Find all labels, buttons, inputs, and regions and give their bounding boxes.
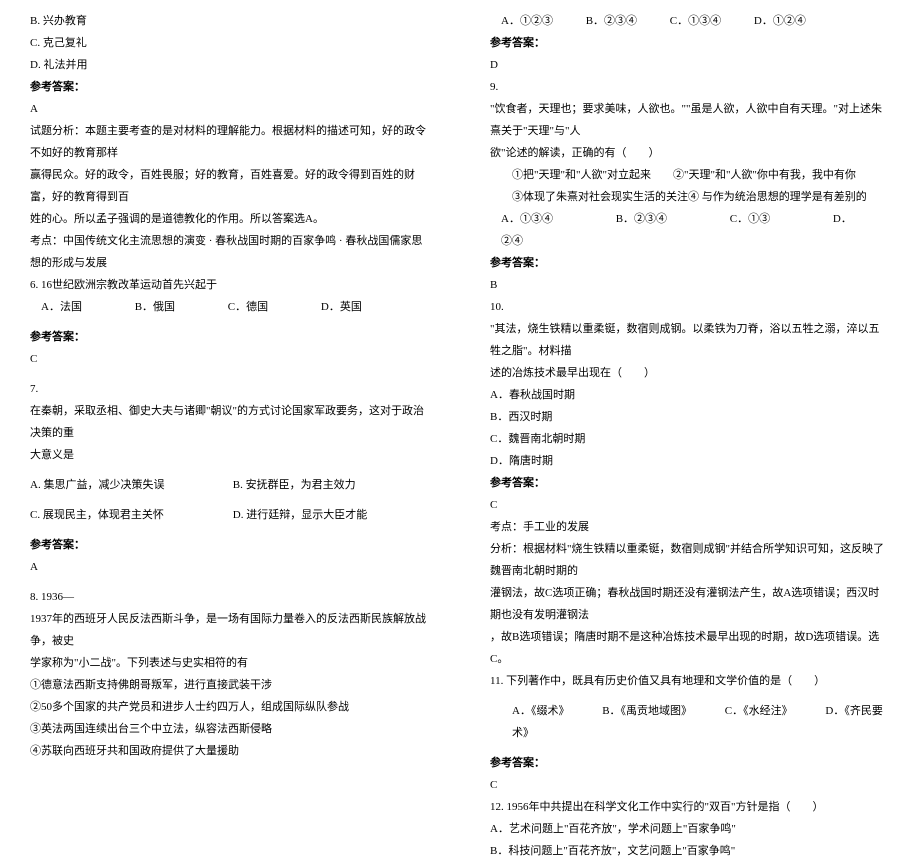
q12-opt-a: A．艺术问题上"百花齐放"，学术问题上"百家争鸣" xyxy=(490,818,890,840)
q5-explain-2: 赢得民众。好的政令，百姓畏服；好的教育，百姓喜爱。好的政令得到百姓的财富，好的教… xyxy=(30,164,430,208)
q9-choice-c: C．①③ xyxy=(730,213,770,225)
q11-choice-c: C．《水经注》 xyxy=(725,705,793,717)
answer-label: 参考答案： xyxy=(490,752,890,774)
q8-stem-2: 学家称为"小二战"。下列表述与史实相符的有 xyxy=(30,652,430,674)
q8-stem-1: 1937年的西班牙人民反法西斯斗争，是一场有国际力量卷入的反法西斯民族解放战争，… xyxy=(30,608,430,652)
q7-opt-b: B. 安抚群臣，为君主效力 xyxy=(233,479,356,491)
q6-options: A．法国 B．俄国 C．德国 D．英国 xyxy=(30,296,430,318)
q7-opt-d: D. 进行廷辩，显示大臣才能 xyxy=(233,509,367,521)
answer-label: 参考答案： xyxy=(490,32,890,54)
q8-opt1: ①德意法西斯支持佛朗哥叛军，进行直接武装干涉 xyxy=(30,674,430,696)
q8-opt3: ③英法两国连续出台三个中立法，纵容法西斯侵略 xyxy=(30,718,430,740)
q6-opt-a: A．法国 xyxy=(41,301,82,313)
q5-option-b: B. 兴办教育 xyxy=(30,10,430,32)
page-container: B. 兴办教育 C. 克己复礼 D. 礼法并用 参考答案： A 试题分析：本题主… xyxy=(0,0,920,651)
q10-explain-1: 分析：根据材料"烧生铁精以重柔铤，数宿则成钢"并结合所学知识可知，这反映了魏晋南… xyxy=(490,538,890,582)
q10-stem-1: "其法，烧生铁精以重柔铤，数宿则成钢。以柔铁为刀脊，浴以五牲之溺，淬以五牲之脂"… xyxy=(490,318,890,362)
q10-stem-2: 述的冶炼技术最早出现在（ ） xyxy=(490,362,890,384)
q5-answer: A xyxy=(30,98,430,120)
answer-label: 参考答案： xyxy=(30,534,430,556)
answer-label: 参考答案： xyxy=(490,472,890,494)
left-column: B. 兴办教育 C. 克己复礼 D. 礼法并用 参考答案： A 试题分析：本题主… xyxy=(0,0,460,651)
q5-keypoint: 考点：中国传统文化主流思想的演变 · 春秋战国时期的百家争鸣 · 春秋战国儒家思… xyxy=(30,230,430,274)
q6-opt-c: C．德国 xyxy=(228,301,268,313)
q8-choice-b: B．②③④ xyxy=(586,15,637,27)
answer-label: 参考答案： xyxy=(30,326,430,348)
q10-opt-a: A．春秋战国时期 xyxy=(490,384,890,406)
q5-explain-3: 姓的心。所以孟子强调的是道德教化的作用。所以答案选A。 xyxy=(30,208,430,230)
q8-num: 8. 1936— xyxy=(30,586,430,608)
q12-stem: 12. 1956年中共提出在科学文化工作中实行的"双百"方针是指（ ） xyxy=(490,796,890,818)
q9-sub-2: ③体现了朱熹对社会现实生活的关注④ 与作为统治思想的理学是有差别的 xyxy=(490,186,890,208)
answer-label: 参考答案： xyxy=(30,76,430,98)
q8-opt4: ④苏联向西班牙共和国政府提供了大量援助 xyxy=(30,740,430,762)
q5-explain-1: 试题分析：本题主要考查的是对材料的理解能力。根据材料的描述可知，好的政令不如好的… xyxy=(30,120,430,164)
q10-keypoint: 考点：手工业的发展 xyxy=(490,516,890,538)
q10-opt-d: D．隋唐时期 xyxy=(490,450,890,472)
q6-stem: 6. 16世纪欧洲宗教改革运动首先兴起于 xyxy=(30,274,430,296)
q10-explain-2: 灌钢法，故C选项正确；春秋战国时期还没有灌钢法产生，故A选项错误；西汉时期也没有… xyxy=(490,582,890,626)
q11-choice-b: B．《禹贡地域图》 xyxy=(602,705,692,717)
q11-stem: 11. 下列著作中，既具有历史价值又具有地理和文学价值的是（ ） xyxy=(490,670,890,692)
q9-answer: B xyxy=(490,274,890,296)
q8-choice-d: D．①②④ xyxy=(754,15,806,27)
q8-choices: A．①②③ B．②③④ C．①③④ D．①②④ xyxy=(490,10,890,32)
q11-answer: C xyxy=(490,774,890,796)
q6-opt-d: D．英国 xyxy=(321,301,362,313)
right-column: A．①②③ B．②③④ C．①③④ D．①②④ 参考答案： D 9. "饮食者，… xyxy=(460,0,920,651)
q11-choices: A．《缀术》 B．《禹贡地域图》 C．《水经注》 D．《齐民要术》 xyxy=(490,700,890,744)
q7-num: 7. xyxy=(30,378,430,400)
q7-row1: A. 集思广益，减少决策失误 B. 安抚群臣，为君主效力 xyxy=(30,474,430,496)
q9-choice-d: D．②④ xyxy=(501,213,852,247)
q10-opt-b: B．西汉时期 xyxy=(490,406,890,428)
q7-row2: C. 展现民主，体现君主关怀 D. 进行廷辩，显示大臣才能 xyxy=(30,504,430,526)
q8-choice-a: A．①②③ xyxy=(501,15,553,27)
q9-choice-b: B．②③④ xyxy=(616,213,667,225)
q9-num: 9. xyxy=(490,76,890,98)
q7-opt-c: C. 展现民主，体现君主关怀 xyxy=(30,504,230,526)
q7-opt-a: A. 集思广益，减少决策失误 xyxy=(30,474,230,496)
q8-answer: D xyxy=(490,54,890,76)
q7-stem-2: 大意义是 xyxy=(30,444,430,466)
q11-choice-a: A．《缀术》 xyxy=(512,705,569,717)
q5-option-c: C. 克己复礼 xyxy=(30,32,430,54)
q9-choices: A．①③④ B．②③④ C．①③ D．②④ xyxy=(490,208,890,252)
q9-sub-1: ①把"天理"和"人欲"对立起来 ②"天理"和"人欲"你中有我，我中有你 xyxy=(490,164,890,186)
q9-stem-1: "饮食者，天理也；要求美味，人欲也。""虽是人欲，人欲中自有天理。"对上述朱熹关… xyxy=(490,98,890,142)
q10-opt-c: C．魏晋南北朝时期 xyxy=(490,428,890,450)
q8-choice-c: C．①③④ xyxy=(670,15,721,27)
q9-choice-a: A．①③④ xyxy=(501,213,553,225)
q6-opt-b: B．俄国 xyxy=(135,301,175,313)
q10-answer: C xyxy=(490,494,890,516)
q5-option-d: D. 礼法并用 xyxy=(30,54,430,76)
q10-explain-3: ，故B选项错误；隋唐时期不是这种冶炼技术最早出现的时期，故D选项错误。选C。 xyxy=(490,626,890,670)
q8-opt2: ②50多个国家的共产党员和进步人士约四万人，组成国际纵队参战 xyxy=(30,696,430,718)
answer-label: 参考答案： xyxy=(490,252,890,274)
q9-stem-2: 欲"论述的解读，正确的有（ ） xyxy=(490,142,890,164)
q10-num: 10. xyxy=(490,296,890,318)
q12-opt-b: B．科技问题上"百花齐放"，文艺问题上"百家争鸣" xyxy=(490,840,890,862)
q7-answer: A xyxy=(30,556,430,578)
q7-stem-1: 在秦朝，采取丞相、御史大夫与诸卿"朝议"的方式讨论国家军政要务，这对于政治决策的… xyxy=(30,400,430,444)
q6-answer: C xyxy=(30,348,430,370)
